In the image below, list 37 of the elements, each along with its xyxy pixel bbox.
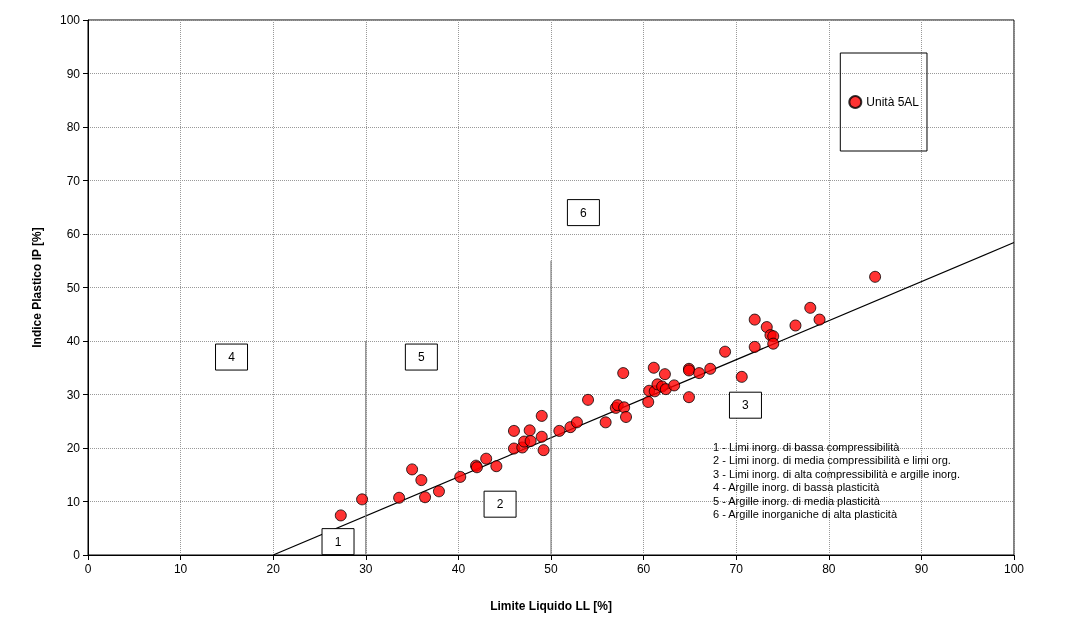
y-tick-label: 100 <box>59 13 81 27</box>
annotation: 4 <box>228 350 236 365</box>
y-tick-label: 40 <box>66 334 81 348</box>
annotation: 5 <box>418 350 426 365</box>
annotation: 5 - Argille inorg. di media plasticità <box>713 494 881 507</box>
annotation: 1 <box>334 534 342 549</box>
annotation: 2 <box>496 497 504 512</box>
annotation: 2 - Limi inorg. di media compressibilità e limi org. <box>713 454 951 466</box>
x-tick-label: 20 <box>266 562 281 576</box>
x-tick-label: 90 <box>914 562 929 576</box>
y-tick-label: 80 <box>66 120 81 134</box>
annotation: 1 - Limi inorg. di bassa compressibilità <box>713 440 901 453</box>
x-axis-title: Limite Liquido LL [%] <box>490 599 612 613</box>
x-tick-label: 60 <box>636 562 651 576</box>
x-tick-label: 100 <box>1003 562 1025 576</box>
x-tick-label: 30 <box>359 562 373 576</box>
legend-label: Unità 5AL <box>866 95 920 109</box>
x-tick-label: 50 <box>544 562 558 576</box>
y-tick-label: 50 <box>66 280 81 295</box>
y-tick-label: 70 <box>66 173 81 188</box>
y-tick-label: 60 <box>66 227 81 241</box>
y-tick-label: 90 <box>66 66 81 81</box>
x-tick-label: 0 <box>84 562 92 576</box>
y-tick-label: 20 <box>66 441 81 455</box>
x-tick-label: 80 <box>822 562 836 576</box>
annotation: 3 - Limi inorg. di alta compressibilità e argille inorg. <box>713 467 960 480</box>
annotation: 4 - Argille inorg. di bassa plasticità <box>713 481 881 493</box>
x-tick-label: 40 <box>451 562 466 576</box>
x-tick-label: 10 <box>173 562 188 576</box>
y-tick-label: 0 <box>73 548 81 562</box>
y-tick-label: 30 <box>66 387 81 402</box>
annotation: 6 <box>580 205 588 220</box>
y-tick-label: 10 <box>66 494 81 509</box>
annotation: 6 - Argille inorganiche di alta plasticità <box>713 508 898 520</box>
x-tick-label: 70 <box>729 562 744 576</box>
annotation: 3 <box>742 398 750 413</box>
y-axis-title: Indice Plastico IP [%] <box>30 227 44 348</box>
